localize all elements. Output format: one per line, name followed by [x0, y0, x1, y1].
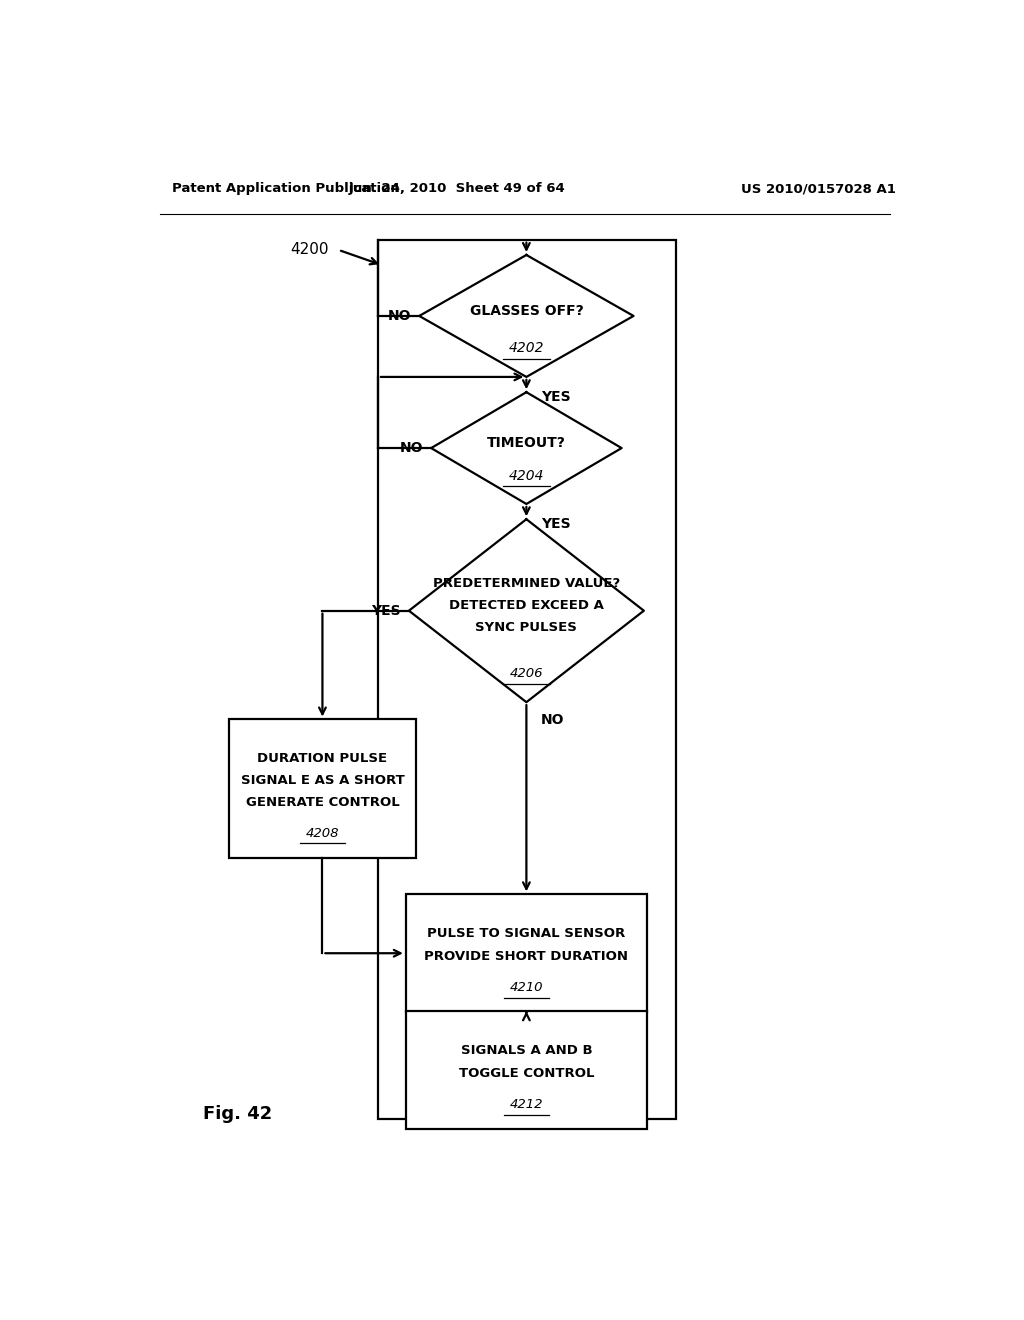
Text: NO: NO: [388, 309, 412, 323]
Text: 4212: 4212: [510, 1098, 543, 1111]
Text: 4206: 4206: [510, 667, 543, 680]
Text: YES: YES: [541, 517, 570, 532]
Text: 4200: 4200: [291, 243, 329, 257]
Text: YES: YES: [372, 603, 401, 618]
Text: GENERATE CONTROL: GENERATE CONTROL: [246, 796, 399, 809]
Text: 4202: 4202: [509, 342, 544, 355]
Text: US 2010/0157028 A1: US 2010/0157028 A1: [741, 182, 896, 195]
Text: SYNC PULSES: SYNC PULSES: [475, 622, 578, 635]
Bar: [228, 719, 416, 858]
Text: Fig. 42: Fig. 42: [204, 1105, 272, 1123]
Text: DETECTED EXCEED A: DETECTED EXCEED A: [449, 599, 604, 612]
Bar: [378, 240, 676, 1119]
Bar: [406, 894, 647, 1012]
Text: PULSE TO SIGNAL SENSOR: PULSE TO SIGNAL SENSOR: [427, 928, 626, 940]
Text: PROVIDE SHORT DURATION: PROVIDE SHORT DURATION: [424, 950, 629, 962]
Text: 4208: 4208: [306, 826, 339, 840]
Text: 4204: 4204: [509, 469, 544, 483]
Text: Patent Application Publication: Patent Application Publication: [172, 182, 399, 195]
Text: TIMEOUT?: TIMEOUT?: [487, 436, 566, 450]
Text: SIGNAL E AS A SHORT: SIGNAL E AS A SHORT: [241, 774, 404, 787]
Text: SIGNALS A AND B: SIGNALS A AND B: [461, 1044, 592, 1057]
Bar: [406, 1011, 647, 1129]
Text: PREDETERMINED VALUE?: PREDETERMINED VALUE?: [433, 577, 620, 590]
Text: TOGGLE CONTROL: TOGGLE CONTROL: [459, 1067, 594, 1080]
Text: DURATION PULSE: DURATION PULSE: [257, 751, 387, 764]
Text: GLASSES OFF?: GLASSES OFF?: [470, 304, 584, 318]
Text: NO: NO: [399, 441, 423, 455]
Text: Jun. 24, 2010  Sheet 49 of 64: Jun. 24, 2010 Sheet 49 of 64: [349, 182, 565, 195]
Text: NO: NO: [541, 714, 564, 727]
Text: 4210: 4210: [510, 981, 543, 994]
Text: YES: YES: [541, 391, 570, 404]
